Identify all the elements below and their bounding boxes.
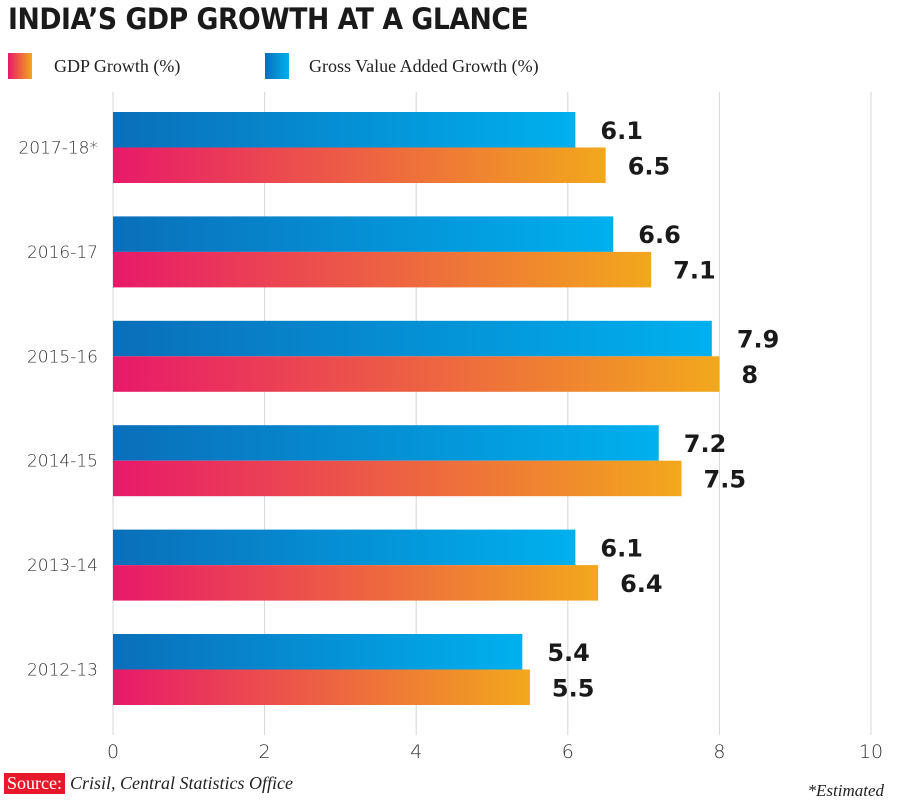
data-label-gdp: 5.5 bbox=[552, 674, 595, 702]
bar-gdp bbox=[113, 147, 606, 183]
data-label-gva: 7.2 bbox=[684, 430, 727, 458]
y-category-label: 2016-17 bbox=[27, 243, 98, 263]
y-category-label: 2012-13 bbox=[27, 661, 98, 681]
chart-title: INDIA’S GDP GROWTH AT A GLANCE bbox=[8, 2, 529, 36]
data-label-gva: 6.1 bbox=[600, 534, 643, 562]
bar-gdp bbox=[113, 356, 720, 392]
bar-gdp bbox=[113, 565, 599, 601]
bar-gva bbox=[113, 529, 576, 566]
x-tick-label: 0 bbox=[107, 741, 119, 763]
data-label-gdp: 7.1 bbox=[673, 257, 716, 285]
data-label-gva: 6.6 bbox=[638, 221, 681, 249]
data-label-gdp: 6.4 bbox=[620, 570, 663, 598]
x-tick-label: 2 bbox=[259, 741, 271, 763]
legend-swatch-gva bbox=[265, 53, 289, 79]
x-tick-label: 10 bbox=[859, 741, 883, 763]
legend-label-gdp: GDP Growth (%) bbox=[54, 55, 181, 76]
source-label: Source: bbox=[4, 773, 65, 794]
legend-swatch-gdp bbox=[8, 53, 32, 79]
x-tick-label: 8 bbox=[713, 741, 725, 763]
data-label-gdp: 8 bbox=[741, 361, 758, 389]
data-label-gva: 6.1 bbox=[600, 117, 643, 145]
bar-gva bbox=[113, 634, 523, 670]
data-label-gdp: 7.5 bbox=[704, 465, 747, 493]
bar-gdp bbox=[113, 251, 652, 288]
x-tick-label: 6 bbox=[562, 741, 574, 763]
bar-gva bbox=[113, 425, 659, 461]
source-note: Source: Crisil, Central Statistics Offic… bbox=[4, 773, 293, 794]
y-category-label: 2014-15 bbox=[27, 452, 98, 472]
legend-label-gva: Gross Value Added Growth (%) bbox=[309, 55, 539, 76]
y-category-label: 2017-18* bbox=[18, 139, 98, 159]
data-label-gdp: 6.5 bbox=[628, 152, 671, 180]
bar-gva bbox=[113, 216, 614, 252]
y-category-label: 2015-16 bbox=[27, 347, 98, 367]
legend: GDP Growth (%) Gross Value Added Growth … bbox=[8, 53, 539, 79]
bar-gva bbox=[113, 112, 576, 148]
data-label-gva: 5.4 bbox=[547, 639, 590, 667]
bar-gdp bbox=[113, 669, 530, 705]
source-text: Crisil, Central Statistics Office bbox=[69, 773, 293, 793]
data-label-gva: 7.9 bbox=[737, 326, 780, 354]
bar-gdp bbox=[113, 460, 682, 497]
bar-gva bbox=[113, 320, 712, 357]
footnote: *Estimated bbox=[807, 781, 885, 800]
y-category-label: 2013-14 bbox=[27, 556, 98, 576]
x-tick-label: 4 bbox=[410, 741, 422, 763]
